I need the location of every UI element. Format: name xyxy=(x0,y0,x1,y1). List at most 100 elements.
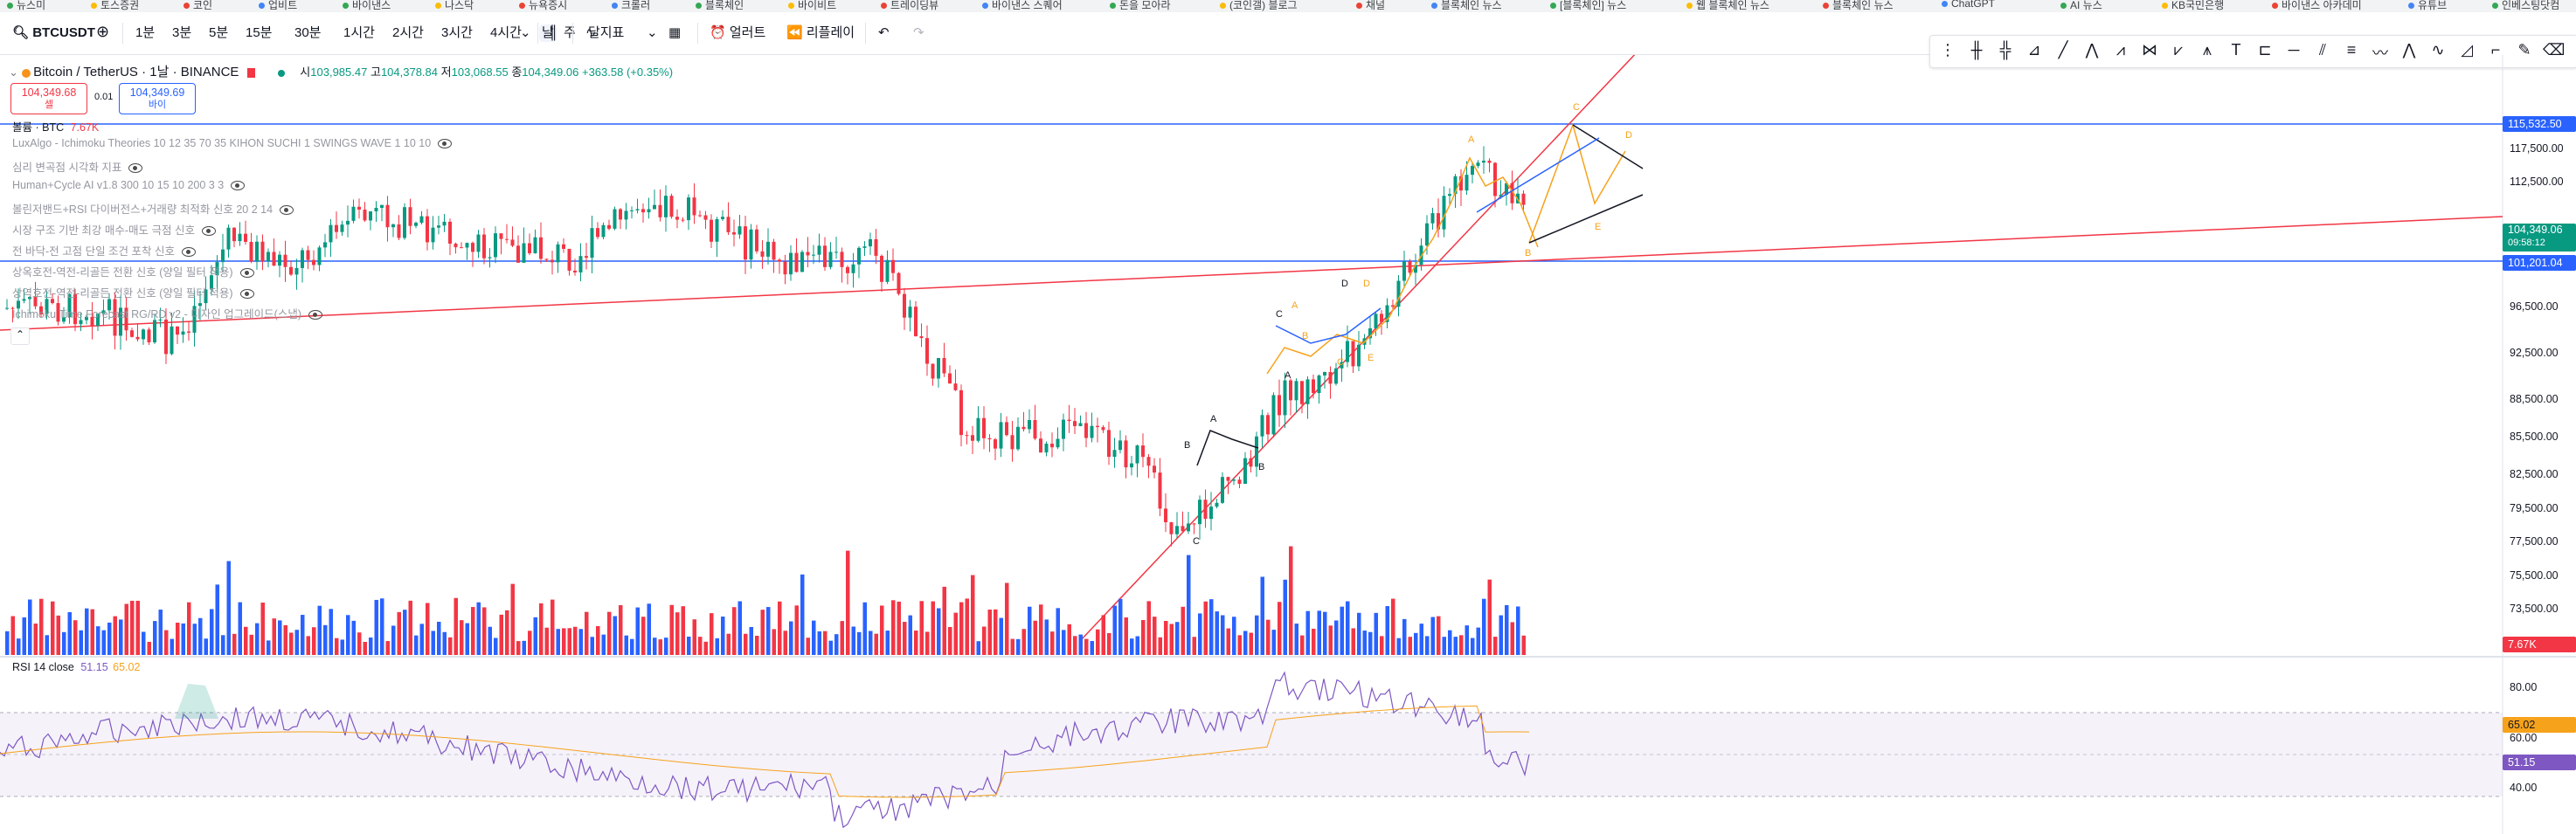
chevron-down-icon[interactable]: ⌄ xyxy=(647,25,658,40)
bookmark-item[interactable]: KB국민은행 xyxy=(2162,0,2224,12)
xabcd-icon[interactable]: ⋀ xyxy=(2085,41,2099,59)
bookmark-item[interactable]: 뉴스미 xyxy=(7,0,45,12)
bookmark-item[interactable]: 트레이딩뷰 xyxy=(881,0,938,12)
pitchfork-icon[interactable]: ╬ xyxy=(1999,41,2012,59)
bookmark-item[interactable]: 바이낸스 스퀘어 xyxy=(982,0,1063,12)
price-chart-canvas[interactable]: A B C D E A B C D E A B C C B A D xyxy=(0,55,2576,834)
bookmark-item[interactable]: 블록체인 뉴스 xyxy=(1431,0,1502,12)
undo-icon[interactable]: ↶ xyxy=(878,25,890,40)
ruler-icon[interactable]: ⌐ xyxy=(2490,41,2501,59)
timeframe-9[interactable]: 날 xyxy=(539,24,557,42)
timeframe-6[interactable]: 2시간 xyxy=(392,25,424,40)
bookmark-item[interactable]: 업비트 xyxy=(259,0,297,12)
bookmark-item[interactable]: 바이낸스 아카데미 xyxy=(2272,0,2362,12)
volume-bar xyxy=(107,622,112,655)
indicator-legend-item[interactable]: 전 바닥-전 고점 단일 조건 포착 신호 xyxy=(12,242,197,258)
indicator-legend-item[interactable]: 심리 변곡점 시각화 지표 xyxy=(12,158,143,175)
fib-icon[interactable]: ╫ xyxy=(1970,41,1983,59)
chevron-down-icon[interactable]: ⌄ xyxy=(9,65,18,79)
bookmark-item[interactable]: ChatGPT xyxy=(1942,0,1995,10)
elliott-icon[interactable]: ⋀ xyxy=(2402,41,2416,59)
text-icon[interactable]: T xyxy=(2231,41,2241,59)
indicator-legend-item[interactable]: Human+Cycle AI v1.8 300 10 15 10 200 3 3 xyxy=(12,179,246,191)
fan-icon[interactable]: ◿ xyxy=(2461,41,2473,59)
bookmark-item[interactable]: 유튜브 xyxy=(2408,0,2447,12)
eye-icon[interactable] xyxy=(308,310,323,321)
pencil-icon[interactable]: ✎ xyxy=(2517,41,2531,59)
eraser-icon[interactable]: ⌫ xyxy=(2543,41,2566,59)
eye-icon[interactable] xyxy=(438,139,453,149)
indicator-legend-item[interactable]: 상역호전-역전-리골든 전환 신호 (양일 필터 적용) xyxy=(12,284,254,300)
bookmark-item[interactable]: (코인갤) 블로그 xyxy=(1220,0,1298,12)
timeframe-4[interactable]: 30분 xyxy=(294,25,322,40)
bookmark-item[interactable]: [블록체인] 뉴스 xyxy=(1550,0,1626,12)
fib-extension-icon[interactable]: ≡ xyxy=(2346,41,2357,59)
timeframe-10[interactable]: 주 xyxy=(564,25,576,40)
candle xyxy=(812,254,815,256)
timeframe-8[interactable]: 4시간 xyxy=(490,25,522,40)
chevron-down-icon[interactable]: ⌄ xyxy=(520,25,531,40)
eye-icon[interactable] xyxy=(280,205,294,216)
bookmark-item[interactable]: 크롤러 xyxy=(612,0,650,12)
bookmark-item[interactable]: 뉴욕증시 xyxy=(519,0,567,12)
layout-icon[interactable]: ▦ xyxy=(668,25,682,40)
indicator-legend-item[interactable]: 볼린저밴드+RSI 다이버전스+거래량 최적화 신호 20 2 14 xyxy=(12,200,294,217)
cypher-icon[interactable]: ⋈ xyxy=(2142,41,2157,59)
indicator-legend-item[interactable]: 상옥호전-역전-리골든 전환 신호 (양일 필터 적용) xyxy=(12,263,254,279)
eye-icon[interactable] xyxy=(231,181,246,191)
bookmark-item[interactable]: 웹 블록체인 뉴스 xyxy=(1686,0,1769,12)
bookmark-item[interactable]: 채널 xyxy=(1356,0,1385,12)
buy-button[interactable]: 104,349.69 바이 xyxy=(119,83,196,114)
timeframe-1[interactable]: 3분 xyxy=(172,25,192,40)
path-icon[interactable]: 〰 xyxy=(2372,45,2388,62)
bracket-icon[interactable]: ⊏ xyxy=(2258,41,2272,59)
candle xyxy=(1414,265,1417,273)
indicators-button[interactable]: ∿ 지표 xyxy=(585,25,625,40)
timeframe-11[interactable]: 달 xyxy=(588,25,600,40)
alert-button[interactable]: ⏰ 얼러트 xyxy=(710,25,766,40)
wave-icon[interactable]: ∿ xyxy=(2431,41,2445,59)
bookmark-item[interactable]: 코인 xyxy=(184,0,212,12)
redo-icon[interactable]: ↷ xyxy=(913,25,924,40)
add-symbol-icon[interactable]: ⊕ xyxy=(96,23,110,40)
bookmark-item[interactable]: 바이낸스 xyxy=(343,0,391,12)
candle xyxy=(1056,438,1060,448)
drag-handle-icon[interactable]: ⋮ xyxy=(1940,41,1956,59)
horizontal-line-icon[interactable]: ─ xyxy=(2288,41,2300,59)
eye-icon[interactable] xyxy=(182,247,197,258)
indicator-legend-item[interactable]: LuxAlgo - Ichimoku Theories 10 12 35 70 … xyxy=(12,137,453,149)
bookmark-item[interactable]: AI 뉴스 xyxy=(2060,0,2102,12)
chart-area[interactable]: A B C D E A B C D E A B C C B A D ⌄ Bitcoin / TetherUS ·… xyxy=(0,55,2576,834)
bookmark-item[interactable]: 인베스팅닷컴 xyxy=(2492,0,2559,12)
timeframe-3[interactable]: 15분 xyxy=(246,25,273,40)
head-shoulders-icon[interactable]: ⩗ xyxy=(2173,41,2184,59)
eye-icon[interactable] xyxy=(202,226,217,237)
symbol-search-button[interactable]: 🔍︎ BTCUSDT xyxy=(12,24,95,42)
brush-icon[interactable]: ╱ xyxy=(2058,41,2068,59)
collapse-legend-button[interactable]: ⌃ xyxy=(10,327,30,345)
eye-icon[interactable] xyxy=(239,268,254,279)
timeframe-0[interactable]: 1분 xyxy=(135,25,156,40)
abcd-icon[interactable]: ⩘ xyxy=(2116,41,2126,59)
bookmark-item[interactable]: 토스증권 xyxy=(91,0,139,12)
timeframe-2[interactable]: 5분 xyxy=(209,25,229,40)
channel-icon[interactable]: ⫽ xyxy=(2318,41,2327,59)
bookmark-item[interactable]: 블록체인 xyxy=(696,0,744,12)
three-drives-icon[interactable]: ⩚ xyxy=(2202,41,2212,59)
candles-icon[interactable]: ║ xyxy=(549,25,558,40)
bookmark-item[interactable]: 블록체인 뉴스 xyxy=(1823,0,1894,12)
sell-button[interactable]: 104,349.68 셀 xyxy=(10,83,87,114)
indicator-legend-item[interactable]: 시장 구조 기반 최강 매수-매도 극점 신호 xyxy=(12,221,217,238)
replay-button[interactable]: ⏪ 리플레이 xyxy=(786,25,855,40)
eye-icon[interactable] xyxy=(239,289,254,300)
indicator-legend-item[interactable]: Ichimoku Time Forecast RG/RD v2 - 디자인 업그… xyxy=(12,305,323,321)
bookmark-item[interactable]: 나스닥 xyxy=(435,0,474,12)
timeframe-7[interactable]: 3시간 xyxy=(441,25,473,40)
eye-icon[interactable] xyxy=(128,163,143,174)
gann-icon[interactable]: ⊿ xyxy=(2027,41,2041,59)
volume-bar xyxy=(187,602,191,655)
bookmark-item[interactable]: 바이비트 xyxy=(788,0,836,12)
flag-icon[interactable] xyxy=(247,68,256,79)
bookmark-item[interactable]: 돈을 모아라 xyxy=(1110,0,1171,12)
timeframe-5[interactable]: 1시간 xyxy=(343,25,375,40)
